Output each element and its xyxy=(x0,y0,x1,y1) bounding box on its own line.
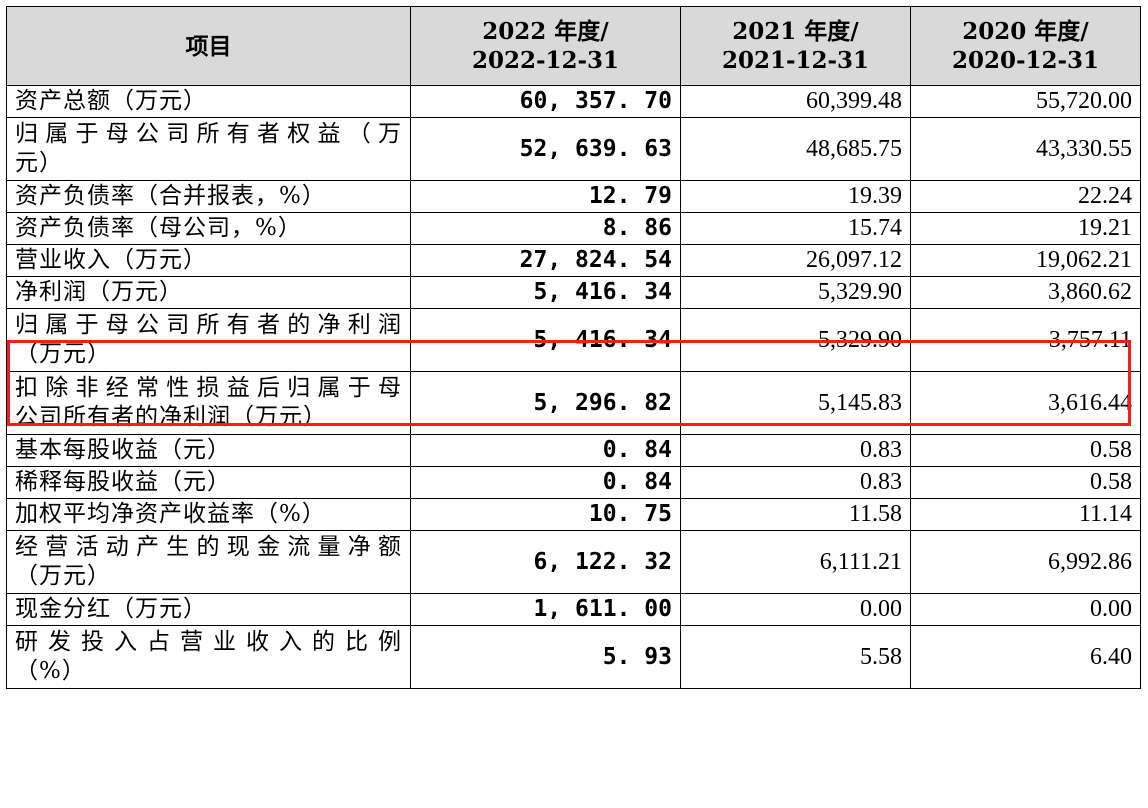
value-2021: 5,329.90 xyxy=(680,308,911,372)
value-2020: 55,720.00 xyxy=(910,85,1141,118)
row-label: 基本每股收益（元） xyxy=(6,434,411,467)
value-2021: 5.58 xyxy=(680,625,911,689)
financial-summary-wrapper: 项目 2022 年度/ 2022-12-31 2021 年度/ 2021-12-… xyxy=(6,6,1141,689)
table-row: 加权平均净资产收益率（%） 10. 75 11.58 11.14 xyxy=(6,498,1141,531)
table-row: 经营活动产生的现金流量净额 （万元） 6, 122. 32 6,111.21 6… xyxy=(6,530,1141,594)
row-label: 现金分红（万元） xyxy=(6,593,411,626)
table-row: 研发投入占营业收入的比例 （%） 5. 93 5.58 6.40 xyxy=(6,625,1141,689)
row-label: 资产负债率（母公司，%） xyxy=(6,212,411,245)
row-label: 研发投入占营业收入的比例 （%） xyxy=(6,625,411,689)
row-label: 净利润（万元） xyxy=(6,276,411,309)
value-2020: 0.58 xyxy=(910,466,1141,499)
value-2020: 22.24 xyxy=(910,180,1141,213)
row-label: 加权平均净资产收益率（%） xyxy=(6,498,411,531)
value-2022: 6, 122. 32 xyxy=(410,530,681,594)
value-2022: 5. 93 xyxy=(410,625,681,689)
table-row: 归属于母公司所有者权益（万 元） 52, 639. 63 48,685.75 4… xyxy=(6,117,1141,181)
value-2021: 5,145.83 xyxy=(680,371,911,435)
value-2021: 0.00 xyxy=(680,593,911,626)
value-2022: 0. 84 xyxy=(410,434,681,467)
value-2022: 12. 79 xyxy=(410,180,681,213)
table-row: 现金分红（万元） 1, 611. 00 0.00 0.00 xyxy=(6,593,1141,626)
value-2022: 8. 86 xyxy=(410,212,681,245)
value-2022: 0. 84 xyxy=(410,466,681,499)
value-2022: 5, 416. 34 xyxy=(410,276,681,309)
header-2020: 2020 年度/ 2020-12-31 xyxy=(910,6,1141,86)
value-2021: 60,399.48 xyxy=(680,85,911,118)
value-2020: 3,860.62 xyxy=(910,276,1141,309)
row-label: 经营活动产生的现金流量净额 （万元） xyxy=(6,530,411,594)
value-2020: 11.14 xyxy=(910,498,1141,531)
value-2022: 1, 611. 00 xyxy=(410,593,681,626)
row-label-line1: 研发投入占营业收入的比例 xyxy=(15,629,402,655)
value-2020: 0.58 xyxy=(910,434,1141,467)
table-row: 净利润（万元） 5, 416. 34 5,329.90 3,860.62 xyxy=(6,276,1141,309)
value-2021: 0.83 xyxy=(680,434,911,467)
row-label-line2: （万元） xyxy=(15,563,111,589)
header-2022-line1: 2022 年度/ xyxy=(482,18,609,45)
value-2021: 26,097.12 xyxy=(680,244,911,277)
table-row: 资产总额（万元） 60, 357. 70 60,399.48 55,720.00 xyxy=(6,85,1141,118)
row-label: 扣除非经常性损益后归属于母 公司所有者的净利润（万元） xyxy=(6,371,411,435)
financial-summary-table: 项目 2022 年度/ 2022-12-31 2021 年度/ 2021-12-… xyxy=(6,6,1141,689)
header-2021: 2021 年度/ 2021-12-31 xyxy=(680,6,911,86)
table-row: 营业收入（万元） 27, 824. 54 26,097.12 19,062.21 xyxy=(6,244,1141,277)
value-2022: 5, 416. 34 xyxy=(410,308,681,372)
value-2021: 11.58 xyxy=(680,498,911,531)
row-label-line1: 归属于母公司所有者的净利润 xyxy=(15,312,402,338)
value-2022: 60, 357. 70 xyxy=(410,85,681,118)
header-2020-line2: 2020-12-31 xyxy=(951,47,1100,74)
row-label: 营业收入（万元） xyxy=(6,244,411,277)
row-label-line2: 元） xyxy=(15,150,63,176)
value-2022: 5, 296. 82 xyxy=(410,371,681,435)
header-2022: 2022 年度/ 2022-12-31 xyxy=(410,6,681,86)
header-2021-line1: 2021 年度/ xyxy=(732,18,859,45)
row-label-line2: 公司所有者的净利润（万元） xyxy=(15,404,327,430)
row-label: 归属于母公司所有者的净利润 （万元） xyxy=(6,308,411,372)
row-label-line1: 归属于母公司所有者权益（万 xyxy=(15,121,402,147)
value-2021: 5,329.90 xyxy=(680,276,911,309)
header-row: 项目 2022 年度/ 2022-12-31 2021 年度/ 2021-12-… xyxy=(6,6,1141,86)
value-2021: 6,111.21 xyxy=(680,530,911,594)
row-label: 资产总额（万元） xyxy=(6,85,411,118)
header-2020-line1: 2020 年度/ xyxy=(962,18,1089,45)
value-2021: 0.83 xyxy=(680,466,911,499)
table-header: 项目 2022 年度/ 2022-12-31 2021 年度/ 2021-12-… xyxy=(6,6,1141,86)
table-row-highlighted: 归属于母公司所有者的净利润 （万元） 5, 416. 34 5,329.90 3… xyxy=(6,308,1141,372)
row-label-line1: 经营活动产生的现金流量净额 xyxy=(15,534,402,560)
value-2022: 52, 639. 63 xyxy=(410,117,681,181)
table-body: 资产总额（万元） 60, 357. 70 60,399.48 55,720.00… xyxy=(6,85,1141,689)
row-label-line2: （%） xyxy=(15,658,86,684)
value-2020: 6,992.86 xyxy=(910,530,1141,594)
row-label-line2: （万元） xyxy=(15,341,111,367)
table-row: 资产负债率（母公司，%） 8. 86 15.74 19.21 xyxy=(6,212,1141,245)
header-item-label: 项目 xyxy=(185,32,232,60)
header-2021-line2: 2021-12-31 xyxy=(721,47,870,74)
header-item: 项目 xyxy=(6,6,411,86)
value-2022: 27, 824. 54 xyxy=(410,244,681,277)
value-2021: 15.74 xyxy=(680,212,911,245)
value-2020: 19,062.21 xyxy=(910,244,1141,277)
row-label-line1: 扣除非经常性损益后归属于母 xyxy=(15,375,402,401)
value-2022: 10. 75 xyxy=(410,498,681,531)
header-2022-line2: 2022-12-31 xyxy=(471,47,620,74)
value-2020: 19.21 xyxy=(910,212,1141,245)
value-2020: 3,616.44 xyxy=(910,371,1141,435)
value-2021: 19.39 xyxy=(680,180,911,213)
table-row: 稀释每股收益（元） 0. 84 0.83 0.58 xyxy=(6,466,1141,499)
value-2020: 6.40 xyxy=(910,625,1141,689)
value-2020: 3,757.11 xyxy=(910,308,1141,372)
table-row: 资产负债率（合并报表，%） 12. 79 19.39 22.24 xyxy=(6,180,1141,213)
row-label: 归属于母公司所有者权益（万 元） xyxy=(6,117,411,181)
row-label: 资产负债率（合并报表，%） xyxy=(6,180,411,213)
table-row: 基本每股收益（元） 0. 84 0.83 0.58 xyxy=(6,434,1141,467)
table-row: 扣除非经常性损益后归属于母 公司所有者的净利润（万元） 5, 296. 82 5… xyxy=(6,371,1141,435)
row-label: 稀释每股收益（元） xyxy=(6,466,411,499)
value-2020: 0.00 xyxy=(910,593,1141,626)
value-2021: 48,685.75 xyxy=(680,117,911,181)
value-2020: 43,330.55 xyxy=(910,117,1141,181)
